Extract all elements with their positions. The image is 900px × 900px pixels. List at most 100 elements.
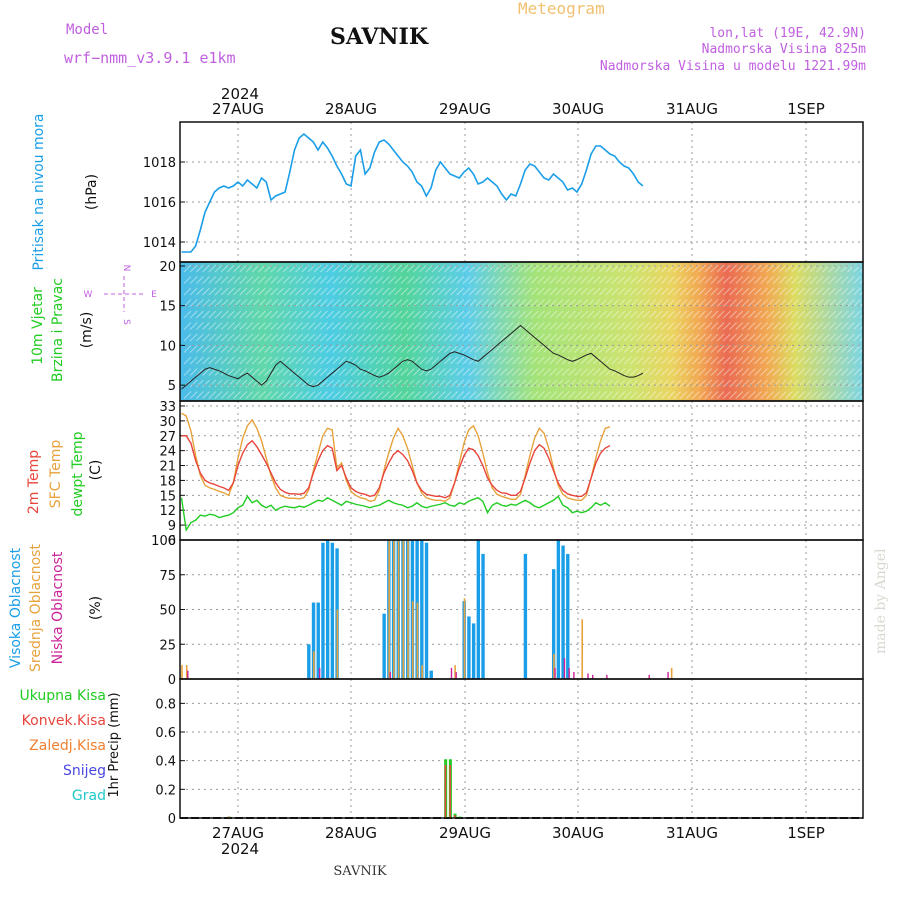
wind-barb xyxy=(270,345,279,353)
wind-barb xyxy=(220,333,229,342)
wind-barb xyxy=(778,391,787,399)
temp-unit: (C) xyxy=(88,460,104,481)
wind-barb xyxy=(413,310,421,319)
tick-label: 0.6 xyxy=(155,726,176,741)
wind-barb xyxy=(834,379,843,388)
wind-barb xyxy=(320,345,328,353)
wind-barb xyxy=(791,310,799,319)
wind-barb xyxy=(264,391,272,399)
wind-barb xyxy=(227,345,235,353)
wind-barb xyxy=(630,287,638,296)
wind-barb xyxy=(741,276,750,284)
wind-barb xyxy=(735,287,744,296)
wind-barb xyxy=(227,379,235,388)
wind-barb xyxy=(506,287,514,296)
wind-barb xyxy=(698,333,706,342)
wind-barb xyxy=(555,299,564,307)
wind-barb xyxy=(847,379,855,388)
wind-barb xyxy=(326,299,334,307)
wind-barb xyxy=(326,356,334,365)
wind-barb xyxy=(735,379,744,388)
wind-barb xyxy=(289,287,297,296)
wind-barb xyxy=(264,368,272,376)
wind-barb xyxy=(425,333,434,342)
cloud-bar xyxy=(581,619,584,679)
wind-barb xyxy=(233,356,241,365)
day-label-top: 1SEP xyxy=(787,100,825,118)
wind-barb xyxy=(518,368,527,376)
wind-barb xyxy=(853,345,861,353)
wind-barb xyxy=(413,264,421,273)
wind-barb xyxy=(512,264,520,273)
wind-barb xyxy=(227,276,235,284)
wind-barb xyxy=(400,333,409,342)
wind-barb xyxy=(506,310,514,319)
wind-barb xyxy=(667,379,675,388)
wind-barb xyxy=(692,379,700,388)
wind-barb xyxy=(363,356,372,365)
wind-barb xyxy=(816,287,824,296)
wind-barb xyxy=(363,264,372,273)
wind-barb xyxy=(840,310,849,319)
wind-barb xyxy=(196,299,204,307)
wind-barb xyxy=(475,276,483,284)
wind-barb xyxy=(704,379,713,388)
wind-barb xyxy=(555,345,564,353)
wind-barb xyxy=(549,264,558,273)
wind-barb xyxy=(630,391,638,399)
wind-barb xyxy=(406,345,415,353)
wind-barb xyxy=(233,379,241,388)
wind-barb xyxy=(741,333,750,342)
wind-barb xyxy=(196,264,204,273)
wind-barb xyxy=(735,345,744,353)
wind-barb xyxy=(344,368,353,376)
wind-barb xyxy=(419,391,427,399)
wind-barb xyxy=(227,368,235,376)
wind-barb xyxy=(605,287,613,296)
wind-barb xyxy=(518,287,527,296)
wind-barb xyxy=(735,264,744,273)
wind-barb xyxy=(555,287,564,296)
wind-barb xyxy=(611,379,620,388)
wind-barb xyxy=(741,287,750,296)
wind-barb xyxy=(295,322,303,330)
wind-barb xyxy=(493,276,502,284)
wind-barb xyxy=(809,322,818,330)
wind-barb xyxy=(636,310,644,319)
wind-barb xyxy=(245,345,254,353)
wind-barb xyxy=(772,322,781,330)
wind-barb xyxy=(202,310,210,319)
wind-barb xyxy=(220,310,229,319)
wind-barb xyxy=(766,299,775,307)
wind-barb xyxy=(326,322,334,330)
wind-barb xyxy=(580,368,589,376)
wind-barb xyxy=(183,391,192,399)
wind-barb xyxy=(344,322,353,330)
wind-barb xyxy=(357,264,365,273)
wind-barb xyxy=(338,345,347,353)
wind-barb xyxy=(468,391,477,399)
wind-barb xyxy=(307,368,316,376)
wind-barb xyxy=(685,368,694,376)
wind-barb xyxy=(468,310,477,319)
wind-barb xyxy=(673,322,682,330)
wind-barb xyxy=(189,299,198,307)
wind-barb xyxy=(313,333,322,342)
wind-barb xyxy=(828,333,837,342)
wind-barb xyxy=(431,276,440,284)
wind-barb xyxy=(326,368,334,376)
wind-barb xyxy=(791,379,799,388)
wind-barb xyxy=(766,264,775,273)
wind-barb xyxy=(425,379,434,388)
wind-barb xyxy=(822,333,830,342)
wind-barb xyxy=(568,264,576,273)
wind-barb xyxy=(363,333,372,342)
wind-barb xyxy=(481,333,489,342)
wind-barb xyxy=(518,264,527,273)
wind-barb xyxy=(729,391,737,399)
wind-barb xyxy=(375,322,384,330)
wind-barb xyxy=(642,333,651,342)
wind-barb xyxy=(816,276,824,284)
wind-barb xyxy=(258,276,266,284)
wind-barb xyxy=(828,368,837,376)
